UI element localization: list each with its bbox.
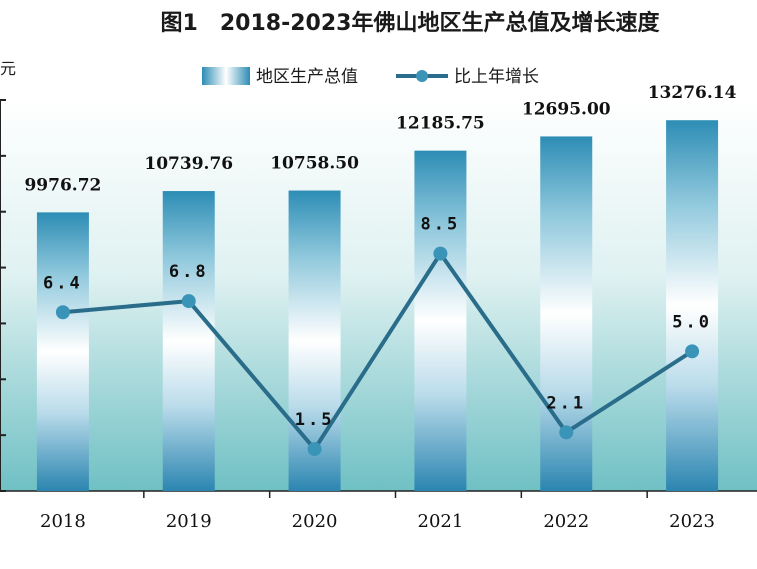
- growth-value-label-2021: 8.5: [421, 215, 461, 235]
- growth-value-label-2018: 6.4: [43, 273, 83, 293]
- growth-value-label-2019: 6.8: [169, 262, 209, 282]
- bar-value-label-2020: 10758.50: [270, 154, 359, 174]
- bar-labels: 9976.72 10739.76 10758.50 12185.75 12695.00 1…: [24, 83, 736, 195]
- bar-2023: [666, 120, 719, 492]
- bar-2018: [36, 212, 89, 492]
- bar-2021: [414, 150, 467, 491]
- unit-label: 亿元: [0, 59, 16, 78]
- x-tick-label-2022: 2022: [543, 511, 589, 532]
- growth-value-label-2023: 5.0: [672, 312, 712, 332]
- growth-point-2018: [55, 305, 70, 320]
- bar-value-label-2019: 10739.76: [144, 154, 233, 174]
- growth-polyline: [62, 251, 694, 452]
- legend-bar-label: 地区生产总值: [256, 67, 358, 87]
- growth-point-2021: [433, 246, 448, 261]
- x-tick-label-2023: 2023: [669, 511, 715, 532]
- growth-value-label-2020: 1.5: [295, 410, 335, 430]
- x-tick-label-2020: 2020: [292, 511, 338, 532]
- chart-title: 图1 2018-2023年佛山地区生产总值及增长速度: [161, 10, 661, 36]
- bar-value-label-2023: 13276.14: [648, 83, 737, 103]
- growth-point-2022: [559, 425, 574, 440]
- category-labels: 2018 2019 2020 2021 2022 2023: [40, 511, 715, 532]
- growth-line: [55, 246, 700, 457]
- bar-value-label-2021: 12185.75: [396, 114, 485, 134]
- growth-point-2020: [307, 442, 322, 457]
- bar-value-label-2018: 9976.72: [24, 175, 101, 195]
- x-axis-ticks: [143, 491, 648, 498]
- plot-background: [0, 100, 757, 491]
- x-tick-label-2021: 2021: [418, 511, 464, 532]
- growth-value-label-2022: 2.1: [546, 393, 586, 413]
- legend-bar-swatch: [202, 67, 250, 85]
- legend: 地区生产总值 比上年增长: [202, 67, 539, 87]
- growth-point-2023: [685, 344, 700, 359]
- legend-line-label: 比上年增长: [454, 67, 539, 87]
- bar-value-label-2022: 12695.00: [522, 99, 611, 119]
- bar-2020: [288, 190, 341, 492]
- bar-2019: [162, 191, 215, 492]
- x-tick-label-2018: 2018: [40, 511, 86, 532]
- growth-labels: 6.4 6.8 1.5 8.5 2.1 5.0: [43, 215, 712, 431]
- x-tick-label-2019: 2019: [166, 511, 212, 532]
- growth-point-2019: [181, 294, 196, 309]
- legend-line-marker: [416, 70, 428, 82]
